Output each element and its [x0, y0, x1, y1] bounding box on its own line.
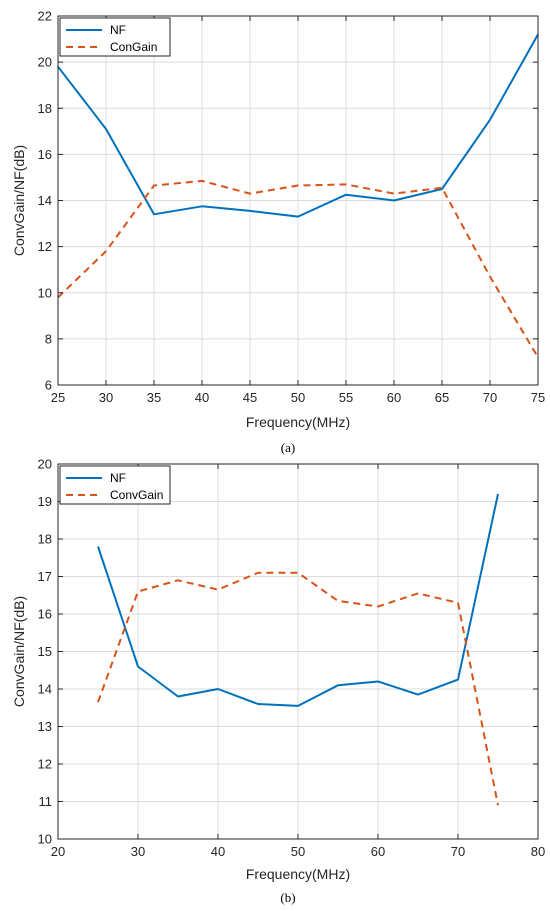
y-tick-label: 19 [38, 494, 52, 509]
panel-caption: (a) [281, 440, 295, 455]
y-tick-label: 18 [38, 101, 52, 116]
y-tick-label: 12 [38, 757, 52, 772]
legend-label-nf: NF [110, 471, 126, 485]
series-line-congain [57, 179, 539, 358]
y-tick-label: 17 [38, 569, 52, 584]
x-tick-label: 40 [195, 390, 209, 405]
legend: NF ConGain [59, 17, 171, 57]
y-axis-label: ConvGain/NF(dB) [11, 145, 27, 256]
x-tick-label: 45 [243, 390, 257, 405]
y-tick-label: 10 [38, 285, 52, 300]
legend-box [59, 465, 171, 505]
y-tick-label: 18 [38, 532, 52, 547]
legend-label-convgain: ConvGain [110, 488, 163, 502]
x-tick-label: 65 [435, 390, 449, 405]
x-tick-label: 40 [211, 844, 225, 859]
x-tick-label: 30 [99, 390, 113, 405]
x-tick-label: 25 [51, 390, 65, 405]
chart-panel-2: 20 30 40 50 60 70 80 10 11 12 13 14 15 16 17 18 19 20 Freq… [11, 457, 545, 906]
x-tick-label: 60 [371, 844, 385, 859]
x-axis-label: Frequency(MHz) [246, 866, 350, 882]
series-line-convgain [97, 571, 499, 806]
chart-panel-1: 25 30 35 40 45 50 55 60 65 70 75 6 8 10 12 14 16 18 20 22 Fr… [11, 9, 545, 456]
y-tick-label: 13 [38, 719, 52, 734]
y-tick-label: 22 [38, 9, 52, 24]
x-tick-label: 50 [291, 844, 305, 859]
legend-box [59, 17, 171, 57]
y-tick-label: 20 [38, 457, 52, 472]
legend: NF ConvGain [59, 465, 171, 505]
y-tick-label: 14 [38, 682, 52, 697]
y-tick-label: 11 [39, 794, 53, 809]
x-tick-label: 20 [51, 844, 65, 859]
legend-label-nf: NF [110, 23, 126, 37]
x-tick-label: 30 [131, 844, 145, 859]
y-tick-label: 16 [38, 147, 52, 162]
series-line-nf [97, 493, 499, 707]
y-tick-label: 12 [38, 239, 52, 254]
y-tick-label: 8 [45, 331, 52, 346]
y-tick-label: 20 [38, 55, 52, 70]
x-tick-label: 70 [483, 390, 497, 405]
series-line-nf [57, 33, 539, 218]
legend-label-congain: ConGain [110, 40, 157, 54]
x-tick-label: 75 [531, 390, 545, 405]
y-tick-label: 14 [38, 193, 52, 208]
x-tick-label: 60 [387, 390, 401, 405]
y-axis-label: ConvGain/NF(dB) [11, 596, 27, 707]
x-tick-label: 50 [291, 390, 305, 405]
x-axis-label: Frequency(MHz) [246, 414, 350, 430]
x-tick-label: 55 [339, 390, 353, 405]
panel-caption: (b) [280, 890, 295, 905]
y-tick-label: 16 [38, 607, 52, 622]
y-tick-label: 15 [38, 644, 52, 659]
x-tick-label: 70 [451, 844, 465, 859]
x-tick-label: 35 [147, 390, 161, 405]
y-tick-label: 10 [38, 832, 52, 847]
y-tick-label: 6 [45, 378, 52, 393]
x-tick-label: 80 [531, 844, 545, 859]
